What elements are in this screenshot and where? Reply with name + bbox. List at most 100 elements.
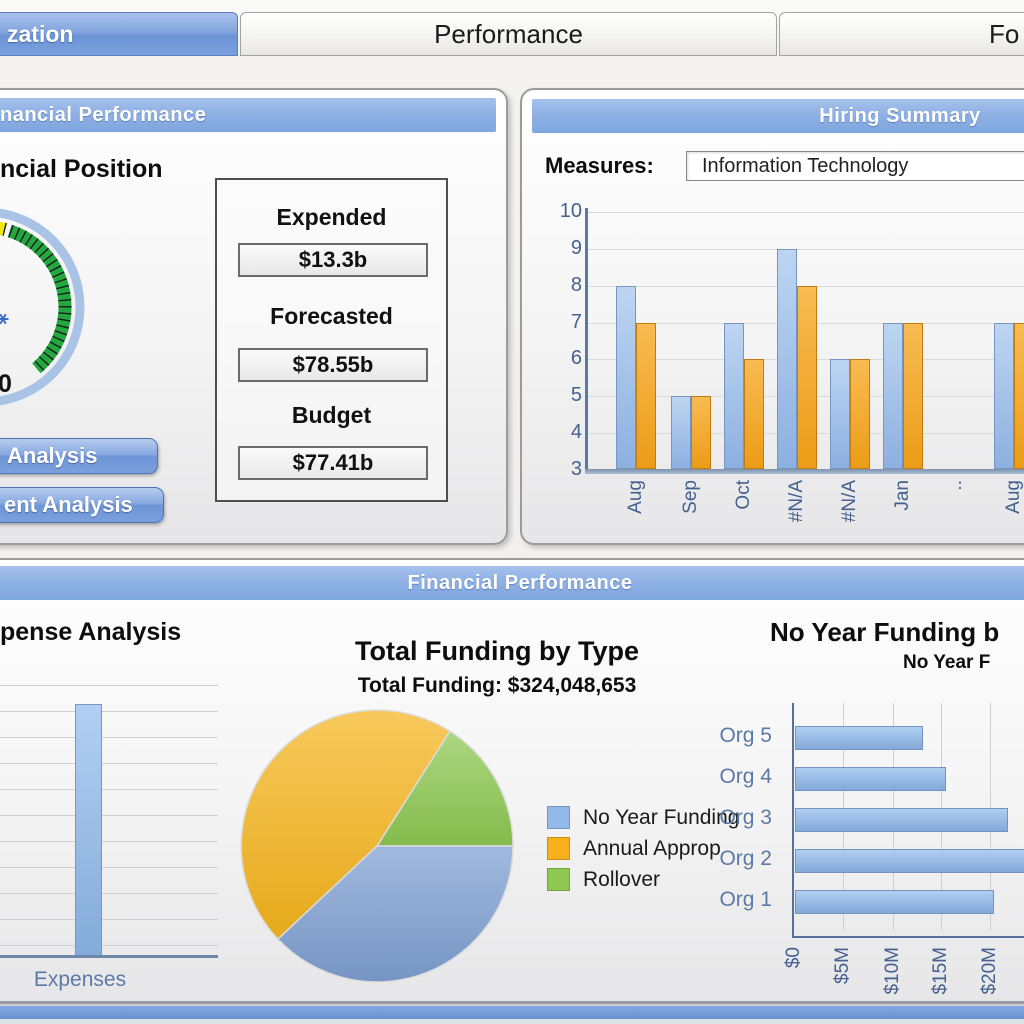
bar bbox=[994, 323, 1014, 469]
gauge-scale bbox=[0, 221, 72, 374]
bar bbox=[691, 396, 711, 469]
total-funding-pie-chart bbox=[240, 709, 514, 983]
gauge-needle-icon bbox=[0, 313, 9, 325]
org-chart-title: No Year Funding b bbox=[770, 617, 1000, 647]
x-axis-line bbox=[585, 469, 1024, 474]
pie-slice-rollover bbox=[375, 730, 514, 847]
x-axis-tick-label: #N/A bbox=[839, 480, 860, 523]
tab-label: zation bbox=[7, 21, 74, 47]
y-axis-tick-label: 10 bbox=[559, 200, 582, 222]
y-axis-tick-label: 6 bbox=[570, 347, 582, 369]
x-axis-tick-label: Aug bbox=[1003, 480, 1024, 514]
ent-analysis-button[interactable]: ent Analysis bbox=[0, 487, 164, 523]
gridline bbox=[0, 737, 218, 738]
gridline bbox=[0, 789, 218, 790]
gridline bbox=[588, 249, 1024, 250]
bar bbox=[795, 849, 1024, 873]
hiring-summary-panel-header: Hiring Summary bbox=[532, 99, 1024, 133]
gridline bbox=[0, 867, 218, 868]
bar bbox=[795, 808, 1008, 832]
gridline bbox=[0, 711, 218, 712]
y-axis-line bbox=[792, 703, 794, 937]
budget-value: $77.41b bbox=[238, 446, 428, 480]
gridline bbox=[0, 893, 218, 894]
bar bbox=[903, 323, 923, 469]
x-axis-tick-label: $5M bbox=[832, 947, 853, 984]
x-axis-tick-label: $10M bbox=[882, 947, 903, 995]
gridline bbox=[0, 685, 218, 686]
pie-chart-title: Total Funding by Type bbox=[355, 636, 639, 666]
expended-label: Expended bbox=[276, 204, 387, 230]
tab-forecast[interactable]: Fo bbox=[779, 12, 1024, 56]
expenses-axis-label: Expenses bbox=[33, 968, 127, 991]
measures-select[interactable]: Information Technology bbox=[686, 151, 1024, 181]
pie-slice-no-year-funding bbox=[276, 845, 514, 983]
gauge-needle-line bbox=[0, 313, 7, 325]
y-axis-category-label: Org 2 bbox=[719, 847, 772, 870]
gridline bbox=[0, 815, 218, 816]
x-axis-tick-label: Aug bbox=[625, 480, 646, 514]
gauge-ring bbox=[0, 208, 85, 406]
tab-organization[interactable]: zation bbox=[0, 12, 238, 56]
x-axis-tick-label: $15M bbox=[930, 947, 951, 995]
y-axis-tick-label: 5 bbox=[570, 384, 582, 406]
y-axis-category-label: Org 3 bbox=[719, 806, 772, 829]
expended-value: $13.3b bbox=[238, 243, 428, 277]
bottom-panel-header: Financial Performance bbox=[0, 566, 1024, 600]
x-axis-line bbox=[792, 936, 1024, 938]
y-axis-tick-label: 7 bbox=[570, 311, 582, 333]
y-axis-tick-label: 3 bbox=[570, 458, 582, 480]
expense-analysis-title: pense Analysis bbox=[0, 618, 182, 646]
y-axis-tick-label: 8 bbox=[570, 274, 582, 296]
bar bbox=[744, 359, 764, 469]
gridline bbox=[0, 945, 218, 946]
x-axis-tick-label: #N/A bbox=[786, 480, 807, 523]
gridline bbox=[0, 841, 218, 842]
legend-swatch bbox=[547, 837, 570, 860]
bar bbox=[850, 359, 870, 469]
x-axis-tick-label: $20M bbox=[979, 947, 1000, 995]
x-axis-line bbox=[0, 955, 218, 958]
bottom-margin bbox=[0, 1019, 1024, 1024]
bar bbox=[724, 323, 744, 469]
y-axis-category-label: Org 1 bbox=[719, 888, 772, 911]
bar bbox=[883, 323, 903, 469]
tab-label: Fo bbox=[989, 19, 1020, 49]
tab-performance[interactable]: Performance bbox=[240, 12, 777, 56]
legend-label: Rollover bbox=[583, 868, 661, 891]
x-axis-tick-label: Oct bbox=[733, 480, 754, 510]
legend-label: No Year Funding bbox=[583, 806, 740, 829]
bar bbox=[1014, 323, 1024, 469]
bar bbox=[616, 286, 636, 469]
bar bbox=[777, 249, 797, 469]
financial-position-title: ncial Position bbox=[0, 155, 163, 183]
x-axis-tick-label: Jan bbox=[892, 480, 913, 511]
partial-panel-header bbox=[0, 1006, 1024, 1019]
analysis-button[interactable]: Analysis bbox=[0, 438, 158, 474]
bar bbox=[795, 890, 994, 914]
x-axis-tick-label: .. bbox=[945, 480, 966, 491]
bar bbox=[795, 726, 923, 750]
legend-swatch bbox=[547, 868, 570, 891]
financial-position-gauge: 0 bbox=[0, 208, 85, 406]
gridline bbox=[588, 212, 1024, 213]
bottom-divider bbox=[0, 1001, 1024, 1004]
bar bbox=[671, 396, 691, 469]
forecasted-label: Forecasted bbox=[270, 303, 393, 329]
y-axis-category-label: Org 5 bbox=[719, 724, 772, 747]
bar bbox=[75, 704, 102, 956]
forecasted-value: $78.55b bbox=[238, 348, 428, 382]
bar bbox=[636, 323, 656, 469]
y-axis-tick-label: 9 bbox=[570, 237, 582, 259]
bar bbox=[830, 359, 850, 469]
gauge-scale-label: 0 bbox=[0, 370, 12, 398]
budget-label: Budget bbox=[291, 402, 372, 428]
measures-label: Measures: bbox=[545, 153, 654, 178]
gridline bbox=[0, 919, 218, 920]
bar bbox=[795, 767, 946, 791]
bottom-divider-light bbox=[0, 1004, 1024, 1006]
pie-slice-annual-approp bbox=[240, 709, 451, 941]
gridline bbox=[0, 763, 218, 764]
y-axis-tick-label: 4 bbox=[570, 421, 582, 443]
